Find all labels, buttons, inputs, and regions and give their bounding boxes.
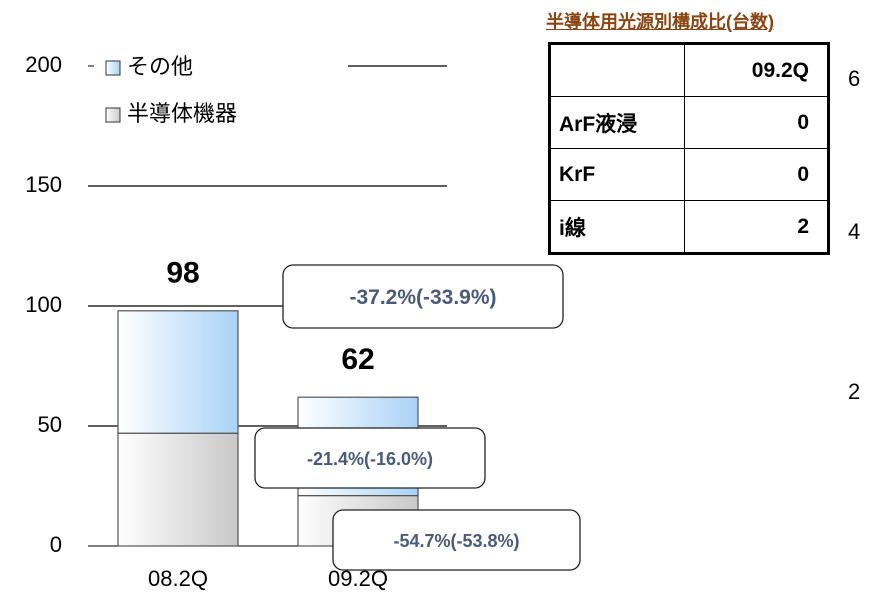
partial-axis-label: 4 xyxy=(848,219,860,244)
annotation-box xyxy=(282,264,564,329)
table-row: 09.2Q xyxy=(549,43,829,97)
table-cell xyxy=(549,43,685,97)
partial-axis-label: 6 xyxy=(848,66,860,91)
table-cell: 2 xyxy=(684,200,829,254)
partial-axis-label: 2 xyxy=(848,379,860,404)
y-tick-label: 0 xyxy=(50,532,62,557)
total-label: 62 xyxy=(341,343,374,376)
table: 09.2Q ArF液浸 0 KrF 0 i線 2 xyxy=(548,42,830,255)
x-tick-label: 08.2Q xyxy=(148,566,208,591)
y-tick-label: 100 xyxy=(25,292,62,317)
legend-label: その他 xyxy=(127,54,193,79)
legend-label: 半導体機器 xyxy=(127,101,237,126)
annotation-box xyxy=(332,509,581,571)
bar-segment xyxy=(117,310,239,434)
table-cell: ArF液浸 xyxy=(549,96,685,149)
y-tick-label: 200 xyxy=(25,52,62,77)
annotation: -21.4%(-16.0%) xyxy=(307,449,433,469)
table-cell: 0 xyxy=(684,148,829,201)
legend-swatch xyxy=(105,107,121,123)
table-row: KrF 0 xyxy=(549,148,829,201)
annotation-box xyxy=(254,427,486,489)
table-header: 09.2Q xyxy=(684,43,829,97)
table-cell: 0 xyxy=(684,96,829,149)
table-title: 半導体用光源別構成比(台数) xyxy=(546,12,774,32)
y-tick-label: 50 xyxy=(38,412,62,437)
table-row: ArF液浸 0 xyxy=(549,96,829,149)
annotation: -37.2%(-33.9%) xyxy=(349,286,496,309)
table-cell: KrF xyxy=(549,148,685,201)
table-row: i線 2 xyxy=(549,200,829,254)
annotation: -54.7%(-53.8%) xyxy=(393,531,519,551)
y-tick-label: 150 xyxy=(25,172,62,197)
bar-segment xyxy=(117,432,239,547)
legend-swatch xyxy=(105,60,121,76)
table-cell: i線 xyxy=(549,200,685,254)
total-label: 98 xyxy=(166,257,199,290)
